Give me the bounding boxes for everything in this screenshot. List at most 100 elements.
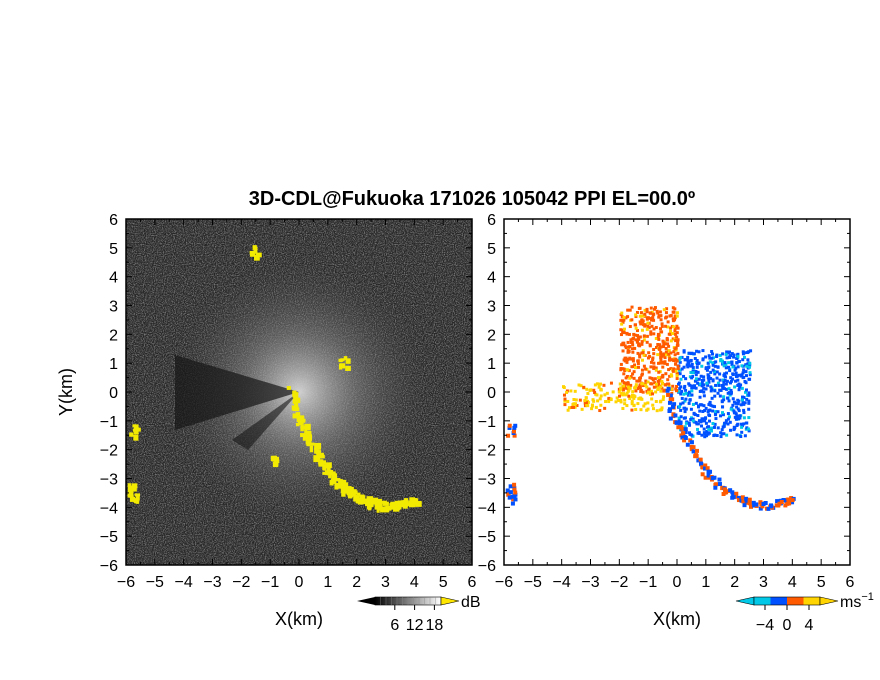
velocity-cell <box>695 362 699 366</box>
velocity-cell <box>573 389 577 393</box>
velocity-cell <box>722 387 726 391</box>
velocity-cell <box>659 314 663 318</box>
velocity-cell <box>687 351 691 355</box>
velocity-cell <box>684 421 688 425</box>
velocity-cell <box>673 314 677 318</box>
velocity-cell <box>748 377 752 381</box>
echo-cell <box>332 471 336 479</box>
velocity-cell <box>619 368 623 372</box>
velocity-cell <box>505 488 510 493</box>
velocity-cell <box>692 386 696 390</box>
velocity-cell <box>683 399 687 403</box>
velocity-cell <box>706 473 711 478</box>
velocity-cell <box>645 310 649 314</box>
velocity-cell <box>614 400 618 404</box>
velocity-cell <box>688 423 692 427</box>
velocity-cell <box>711 352 715 356</box>
velocity-cell <box>725 433 729 437</box>
velocity-cell <box>699 374 703 378</box>
echo-cell <box>340 486 348 494</box>
velocity-cell <box>742 368 746 372</box>
x-tick-label: 5 <box>817 574 826 591</box>
velocity-cell <box>705 368 709 372</box>
velocity-cell <box>734 491 739 496</box>
velocity-cell <box>727 355 731 359</box>
velocity-cell <box>715 376 719 380</box>
velocity-cell <box>670 391 674 395</box>
velocity-cell <box>619 362 623 366</box>
echo-cell <box>134 498 139 504</box>
velocity-cell <box>634 323 638 327</box>
velocity-cell <box>629 338 633 342</box>
velocity-cell <box>667 332 671 336</box>
colorbar-tick-label: 6 <box>390 617 399 634</box>
velocity-cell <box>597 383 601 387</box>
velocity-cell <box>631 350 635 354</box>
velocity-cell <box>734 366 738 370</box>
velocity-cell <box>507 495 512 500</box>
velocity-cell <box>666 325 670 329</box>
echo-cell <box>409 500 416 508</box>
velocity-cell <box>634 389 638 393</box>
velocity-cell <box>645 408 649 412</box>
velocity-cell <box>669 367 673 371</box>
velocity-cell <box>706 361 710 365</box>
velocity-cell <box>741 400 745 404</box>
velocity-cell <box>748 361 752 365</box>
echo-cell <box>304 433 311 440</box>
velocity-cell <box>790 498 795 503</box>
velocity-cell <box>721 491 726 496</box>
y-tick-label: −3 <box>478 472 496 489</box>
velocity-cell <box>592 388 596 392</box>
velocity-cell <box>673 318 677 322</box>
velocity-cell <box>713 389 717 393</box>
velocity-cell <box>724 375 728 379</box>
velocity-cell <box>679 392 683 396</box>
echo-cell <box>343 356 348 360</box>
velocity-cell <box>713 394 717 398</box>
velocity-cell <box>712 425 716 429</box>
x-axis-label-left: X(km) <box>275 609 323 629</box>
velocity-cell <box>633 363 637 367</box>
echo-cell <box>294 407 300 412</box>
velocity-cell <box>622 381 626 385</box>
velocity-cell <box>698 457 703 462</box>
velocity-cell <box>571 402 575 406</box>
echo-cell <box>300 433 306 438</box>
echo-cell <box>333 478 341 482</box>
velocity-cell <box>724 366 728 370</box>
velocity-cell <box>742 355 746 359</box>
velocity-cell <box>654 337 658 341</box>
velocity-cell <box>660 375 664 379</box>
velocity-cell <box>715 433 719 437</box>
velocity-cell <box>735 414 739 418</box>
velocity-cell <box>680 435 685 440</box>
velocity-cell <box>739 403 743 407</box>
intensity-panel: −6 −5 −4 −3 −2 −1 0 1 2 3 4 5 6 6 5 4 3 2 1 0 −1 −2 −3 −4 −5 −6 <box>100 212 477 591</box>
velocity-cell <box>679 433 684 438</box>
velocity-cell <box>718 388 722 392</box>
echo-cell <box>130 485 135 490</box>
echo-layer <box>127 245 422 513</box>
echo-cell <box>376 506 380 513</box>
velocity-cell <box>653 377 657 381</box>
velocity-cell <box>709 389 713 393</box>
velocity-cell <box>510 494 515 499</box>
velocity-cell <box>682 392 686 396</box>
velocity-cell <box>690 393 694 397</box>
velocity-cell <box>748 371 752 375</box>
velocity-cell <box>704 416 708 420</box>
velocity-cell <box>687 401 691 405</box>
velocity-cell <box>593 383 597 387</box>
velocity-cell <box>648 343 652 347</box>
velocity-cell <box>673 307 677 311</box>
velocity-cell <box>715 353 719 357</box>
velocity-cell <box>743 401 747 405</box>
velocity-cell <box>642 353 646 357</box>
velocity-cell <box>679 385 683 389</box>
velocity-cell <box>710 356 714 360</box>
velocity-cell <box>603 393 607 397</box>
velocity-cell <box>722 380 726 384</box>
velocity-cell <box>653 381 657 385</box>
echo-cell <box>297 420 303 426</box>
